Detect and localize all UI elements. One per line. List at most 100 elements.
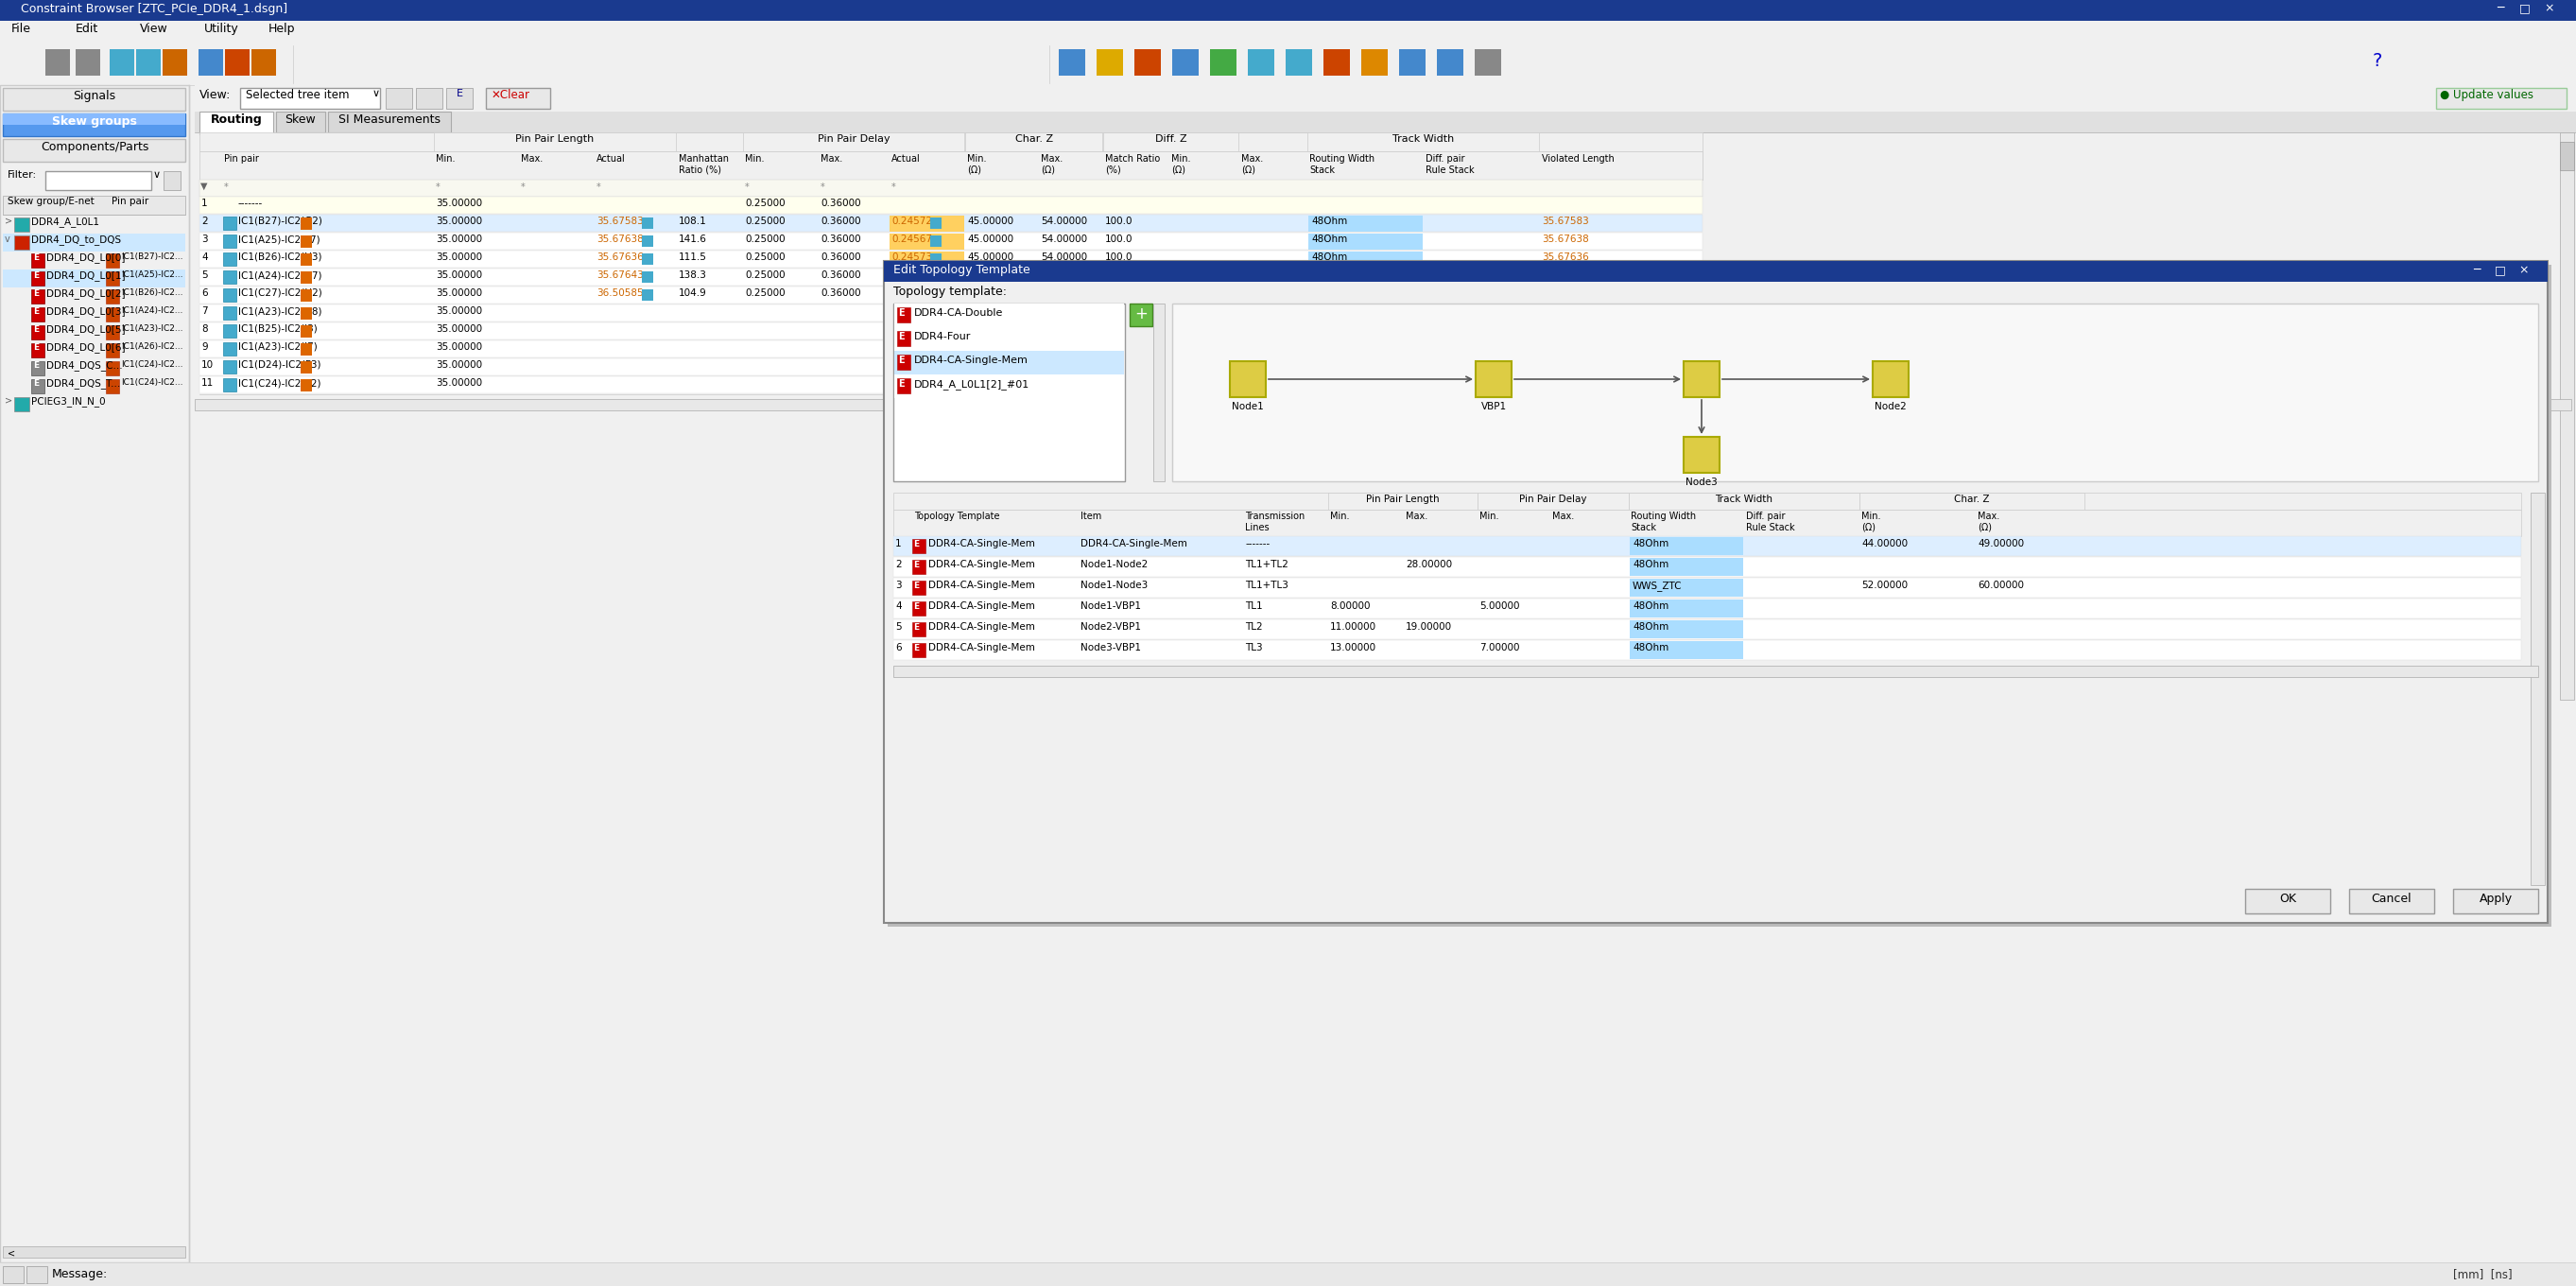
Bar [224, 306, 237, 320]
Bar [912, 622, 925, 637]
Bar [31, 271, 44, 285]
Bar [301, 235, 312, 248]
Text: DDR4-CA-Single-Mem: DDR4-CA-Single-Mem [927, 539, 1036, 548]
Text: 54.00000: 54.00000 [1041, 270, 1087, 280]
Text: 35.00000: 35.00000 [435, 306, 482, 316]
Text: Max.
(Ω): Max. (Ω) [1978, 512, 1999, 532]
Text: 0.36000: 0.36000 [822, 270, 860, 280]
Text: Max.: Max. [1406, 512, 1427, 521]
Text: 100.0: 100.0 [1105, 288, 1133, 298]
Text: ∨: ∨ [152, 170, 160, 180]
Bar [196, 399, 2571, 410]
Text: Node3-VBP1: Node3-VBP1 [1079, 643, 1141, 652]
Bar [198, 305, 1703, 322]
Text: Signals: Signals [72, 90, 116, 102]
Bar [1399, 49, 1425, 76]
Text: Utility: Utility [204, 23, 240, 35]
Text: IC1(B27)-IC2(G2): IC1(B27)-IC2(G2) [237, 216, 322, 226]
Text: 44.00000: 44.00000 [1862, 539, 1909, 548]
Bar [106, 307, 118, 322]
Bar [196, 85, 2576, 112]
Text: 35.67636: 35.67636 [598, 252, 644, 262]
Text: DDR4-Four: DDR4-Four [914, 332, 971, 341]
Text: Node2: Node2 [1875, 401, 1906, 412]
Text: ×: × [2519, 264, 2530, 276]
Text: ─: ─ [2473, 264, 2481, 276]
Text: *: * [891, 183, 896, 192]
Text: *: * [224, 183, 229, 192]
Bar [198, 152, 1703, 180]
Bar [930, 235, 943, 247]
Bar [301, 325, 312, 337]
Bar [0, 0, 2576, 21]
Text: 35.00000: 35.00000 [435, 252, 482, 262]
Bar [301, 253, 312, 266]
Text: VBP1: VBP1 [1481, 401, 1507, 412]
Text: Char. Z: Char. Z [1955, 495, 1989, 504]
Bar [301, 271, 312, 284]
Bar [3, 270, 185, 288]
Bar [2437, 87, 2566, 109]
Text: 35.67638: 35.67638 [1543, 234, 1589, 244]
Text: IC1(C24)-IC2...: IC1(C24)-IC2... [121, 360, 183, 369]
Bar [196, 112, 2576, 132]
Bar [894, 598, 2522, 619]
Bar [1631, 558, 1744, 576]
Text: 138.3: 138.3 [677, 270, 706, 280]
Bar [1685, 361, 1721, 397]
Bar [31, 325, 44, 340]
Text: 48Ohm: 48Ohm [1311, 252, 1347, 262]
Text: 36.94582: 36.94582 [1543, 378, 1589, 387]
Text: +: + [1133, 306, 1146, 323]
Bar [1309, 288, 1422, 303]
Bar [3, 87, 185, 111]
Bar [894, 666, 2537, 676]
Bar [930, 271, 943, 283]
Text: IC1(B27)-IC2...: IC1(B27)-IC2... [121, 252, 183, 261]
Text: Skew groups: Skew groups [52, 116, 137, 127]
Text: 35.67636: 35.67636 [1543, 252, 1589, 262]
Text: Topology Template: Topology Template [914, 512, 999, 521]
Text: 35.00000: 35.00000 [435, 198, 482, 208]
Bar [301, 361, 312, 373]
Bar [1247, 49, 1275, 76]
Text: 7.00000: 7.00000 [1479, 643, 1520, 652]
Text: DDR4_DQ_L0[0]: DDR4_DQ_L0[0] [46, 252, 126, 262]
Text: >: > [5, 396, 13, 405]
Bar [415, 87, 443, 109]
Bar [446, 87, 471, 109]
Bar [0, 85, 188, 1263]
Text: 48Ohm: 48Ohm [1633, 602, 1669, 611]
Bar [198, 132, 1703, 152]
Bar [224, 49, 250, 76]
Text: E: E [912, 602, 920, 611]
Text: E: E [33, 343, 39, 352]
Bar [106, 271, 118, 285]
Text: PCIEG3_IN_N_0: PCIEG3_IN_N_0 [31, 396, 106, 406]
Text: *: * [744, 183, 750, 192]
Text: IC1(D24)-IC2(F3): IC1(D24)-IC2(F3) [237, 360, 322, 370]
Text: 7: 7 [201, 306, 209, 316]
Text: 35.67638: 35.67638 [598, 234, 644, 244]
Bar [224, 324, 237, 337]
Bar [894, 303, 1123, 327]
Bar [641, 253, 654, 265]
Text: 45.00000: 45.00000 [966, 252, 1012, 262]
Bar [198, 359, 1703, 376]
Bar [896, 307, 909, 323]
Bar [894, 620, 2522, 639]
Text: 0.24573: 0.24573 [891, 270, 933, 280]
Bar [641, 289, 654, 301]
Bar [1685, 437, 1721, 473]
Text: 0.36000: 0.36000 [822, 234, 860, 244]
Bar [198, 269, 1703, 285]
Text: 104.9: 104.9 [677, 288, 706, 298]
Text: 28.00000: 28.00000 [1406, 559, 1453, 570]
Text: Char. Z: Char. Z [1015, 134, 1054, 144]
Bar [1628, 493, 1860, 509]
Text: [mm]  [ns]: [mm] [ns] [2452, 1268, 2512, 1281]
Bar [3, 1267, 23, 1283]
Text: v: v [5, 234, 10, 244]
Text: Routing Width
Stack: Routing Width Stack [1631, 512, 1695, 532]
Bar [1324, 49, 1350, 76]
